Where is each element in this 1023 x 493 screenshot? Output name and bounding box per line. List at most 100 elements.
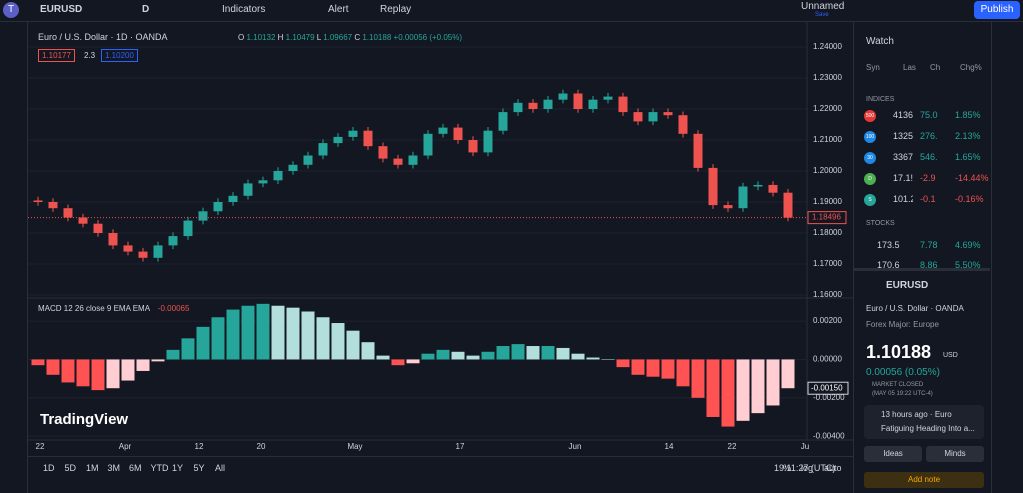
x-tick-label: Ju <box>801 442 809 451</box>
details-category: Forex Major: Europe <box>866 320 939 329</box>
range-button[interactable]: 6M <box>129 463 142 473</box>
clock: 19:11:27 (UTC) <box>774 463 836 473</box>
candle-body <box>108 233 118 246</box>
layout-name[interactable]: Unnamed <box>801 1 845 12</box>
change-percent: 1.85% <box>955 110 981 120</box>
section-label: INDICES <box>866 96 895 103</box>
y-tick-label: -0.00400 <box>813 431 845 440</box>
macd-bar <box>241 305 255 360</box>
last-price[interactable]: 1325' <box>893 131 913 141</box>
change: -2.9 <box>920 173 936 183</box>
indicators-button[interactable]: Indicators <box>222 4 266 15</box>
bottom-toolbar <box>28 456 853 481</box>
macd-bar <box>271 305 285 360</box>
avatar[interactable]: T <box>3 2 19 18</box>
add-note-button[interactable]: Add note <box>864 472 984 488</box>
range-button[interactable]: 1M <box>86 463 99 473</box>
candle-body <box>588 99 598 109</box>
details-name: Euro / U.S. Dollar · OANDA <box>866 304 964 313</box>
range-button[interactable]: All <box>215 463 226 473</box>
candle-body <box>648 112 658 122</box>
candle-body <box>468 140 478 153</box>
range-button[interactable]: YTD <box>150 463 169 473</box>
candle-body <box>453 127 463 140</box>
y-tick-label: 1.23000 <box>813 73 842 82</box>
percent-toggle[interactable]: % <box>783 463 792 473</box>
macd-bar <box>211 317 225 360</box>
macd-bar <box>346 330 360 360</box>
candle-body <box>123 245 133 252</box>
macd-bar <box>706 359 720 417</box>
right-toolbar <box>991 22 1023 493</box>
column-header: Chg% <box>960 63 982 72</box>
macd-last-box <box>807 381 849 395</box>
macd-bar <box>781 359 795 389</box>
range-button[interactable]: 3M <box>107 463 121 473</box>
macd-bar <box>106 359 120 389</box>
auto-toggle[interactable]: auto <box>824 463 842 473</box>
candle-body <box>258 180 268 184</box>
y-tick-label: 0.00200 <box>813 316 842 325</box>
last-price[interactable]: 3367' <box>893 152 913 162</box>
ideas-button[interactable]: Ideas <box>864 446 922 462</box>
range-button[interactable]: 5Y <box>193 463 205 473</box>
alert-button[interactable]: Alert <box>328 4 349 15</box>
symbol-icon: 30 <box>864 152 876 164</box>
macd-legend: MACD 12 26 close 9 EMA EMA -0.00065 <box>38 304 189 313</box>
last-price[interactable]: 101.2 <box>893 194 913 204</box>
value: 1.10479 <box>285 33 315 42</box>
last-price[interactable]: 170.6 <box>877 260 900 270</box>
candle-body <box>693 133 703 168</box>
candle-body <box>153 245 163 258</box>
candle-body <box>723 205 733 209</box>
candle-body <box>378 146 388 159</box>
news-card[interactable] <box>864 405 984 439</box>
range-button[interactable]: 1D <box>43 463 55 473</box>
candle-body <box>528 102 538 109</box>
candle-body <box>783 192 793 218</box>
range-button[interactable]: 5D <box>64 463 77 473</box>
change-percent: 5.50% <box>955 260 981 270</box>
macd-bar <box>301 311 315 360</box>
x-tick-label: 22 <box>728 442 737 451</box>
macd-bar <box>406 359 420 364</box>
y-tick-label: 1.16000 <box>813 290 842 299</box>
candle-body <box>33 200 43 202</box>
save-label[interactable]: Save <box>815 12 829 18</box>
buy-price[interactable]: 1.10200 <box>101 49 138 62</box>
last-price[interactable]: 17.1! <box>893 173 913 183</box>
x-tick-label: 20 <box>257 442 266 451</box>
sell-price[interactable]: 1.10177 <box>38 49 75 62</box>
candle-body <box>78 217 88 224</box>
candle-body <box>513 102 523 113</box>
watermark: TradingView <box>40 411 129 428</box>
candle-body <box>393 158 403 165</box>
last-price[interactable]: 4136 <box>893 110 913 120</box>
candle-body <box>183 220 193 237</box>
x-tick-label: 14 <box>665 442 674 451</box>
replay-button[interactable]: Replay <box>380 4 412 15</box>
symbol-button[interactable]: EURUSD <box>40 4 83 15</box>
minds-button[interactable]: Minds <box>926 446 984 462</box>
section-label: STOCKS <box>866 220 895 227</box>
macd-bar <box>316 317 330 360</box>
x-tick-label: 22 <box>36 442 45 451</box>
chart: 1.16000 1.17000 1.18000 1.19000 1.20000 1.210… <box>28 22 853 451</box>
candle-body <box>483 130 493 153</box>
log-toggle[interactable]: log <box>801 463 814 473</box>
range-button[interactable]: 1Y <box>172 463 184 473</box>
macd-bar <box>511 344 525 360</box>
interval-button[interactable]: D <box>142 4 150 15</box>
candle-body <box>558 93 568 100</box>
macd-last-label: -0.00150 <box>811 383 843 392</box>
value: 1.09667 <box>323 33 353 42</box>
macd-bar <box>181 338 195 360</box>
candle-body <box>423 133 433 156</box>
y-tick-label: -0.00200 <box>813 393 845 402</box>
last-price[interactable]: 173.5 <box>877 240 900 250</box>
watchlist-title[interactable]: Watch <box>866 36 894 47</box>
macd-bar <box>31 359 45 366</box>
macd-bar <box>421 353 435 360</box>
publish-button[interactable]: Publish <box>974 1 1020 19</box>
